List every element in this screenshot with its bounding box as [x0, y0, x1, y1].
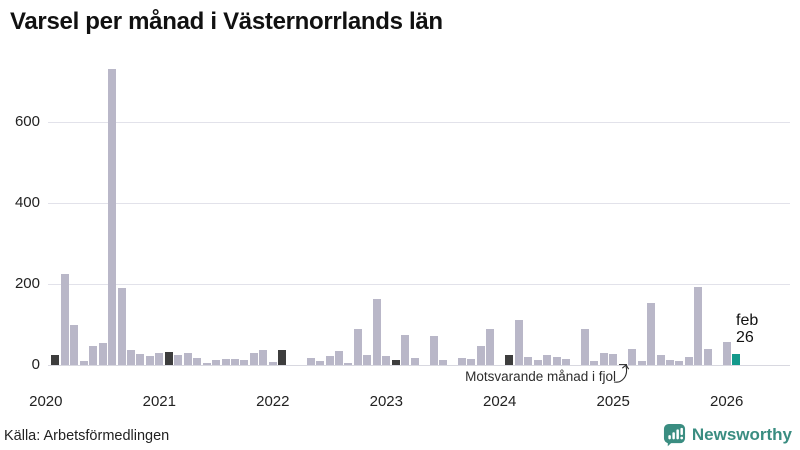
bar-2021-03	[174, 354, 183, 365]
bar-2024-06	[543, 355, 551, 365]
x-tick-label-2022: 2022	[256, 393, 290, 410]
bar-2020-02	[51, 354, 60, 365]
bar-2021-07	[212, 360, 220, 365]
bar-2023-02	[391, 359, 400, 365]
bar-2024-08	[561, 358, 570, 365]
bar-2026-02	[732, 353, 741, 365]
y-tick-label-200: 200	[14, 275, 40, 292]
x-tick-label-2026: 2026	[710, 393, 744, 410]
bar-2022-10	[353, 329, 362, 365]
x-tick-label-2025: 2025	[596, 393, 630, 410]
bar-2022-11	[363, 355, 372, 365]
bar-2023-06	[429, 336, 438, 365]
gridline-600	[48, 122, 790, 123]
bar-2021-12	[259, 350, 268, 365]
bar-2020-11	[136, 353, 145, 365]
x-tick-label-2024: 2024	[483, 393, 517, 410]
y-tick-label-0: 0	[31, 356, 40, 373]
bar-2023-11	[476, 345, 485, 365]
bar-2024-10	[580, 329, 589, 365]
bar-2026-01	[722, 341, 731, 365]
bar-2025-01	[609, 354, 618, 365]
bar-2023-03	[401, 334, 410, 365]
bar-2023-04	[410, 357, 419, 365]
bar-2024-03	[514, 319, 523, 365]
bar-2020-12	[145, 355, 154, 365]
bar-2021-08	[221, 358, 230, 365]
bar-2025-07	[666, 360, 674, 365]
bar-2020-04	[70, 324, 79, 365]
bar-2021-05	[193, 357, 202, 365]
bar-2025-08	[675, 360, 684, 365]
x-tick-label-2021: 2021	[142, 393, 176, 410]
bar-2023-10	[467, 359, 476, 365]
gridline-400	[48, 203, 790, 204]
bar-2021-02	[164, 351, 173, 365]
bar-2021-06	[202, 363, 211, 365]
bar-2024-07	[552, 356, 561, 365]
bar-2023-09	[457, 357, 466, 365]
bar-2025-09	[684, 356, 693, 365]
bar-2020-06	[89, 346, 98, 365]
gridline-200	[48, 284, 790, 285]
bar-2025-06	[656, 355, 665, 365]
highlight-label-month: feb	[736, 312, 759, 329]
y-tick-label-400: 400	[14, 194, 40, 211]
gridline-0	[48, 365, 790, 366]
bar-2023-07	[439, 360, 447, 365]
bar-2025-04	[637, 360, 646, 365]
bar-2021-01	[155, 352, 164, 366]
bar-2022-12	[372, 299, 381, 365]
highlight-label-year: 26	[736, 329, 754, 346]
bar-2022-02	[278, 349, 287, 365]
bar-2020-10	[126, 349, 135, 365]
newsworthy-logo: Newsworthy	[663, 423, 792, 447]
bar-2024-04	[524, 356, 533, 365]
x-tick-label-2020: 2020	[29, 393, 63, 410]
bar-2025-03	[628, 348, 637, 365]
bar-2022-01	[268, 362, 277, 365]
bar-2020-05	[79, 360, 88, 365]
bar-2021-04	[183, 352, 192, 366]
bar-2025-05	[647, 303, 655, 365]
bar-2020-09	[117, 288, 126, 366]
bar-2024-11	[590, 360, 599, 365]
x-tick-label-2023: 2023	[369, 393, 403, 410]
highlight-label: feb 26	[736, 312, 758, 346]
bar-2020-07	[98, 342, 107, 365]
y-tick-label-600: 600	[14, 113, 40, 130]
bar-2023-01	[382, 355, 391, 365]
bar-2021-11	[249, 352, 258, 366]
annotation-prev-year: Motsvarande månad i fjol	[465, 369, 616, 384]
bar-2025-10	[694, 286, 703, 365]
bar-2021-09	[230, 359, 239, 365]
bar-2025-11	[703, 348, 712, 365]
newsworthy-wordmark: Newsworthy	[691, 425, 792, 444]
bar-2022-09	[344, 363, 353, 365]
bar-2024-12	[599, 352, 608, 366]
bar-2022-07	[325, 355, 334, 365]
chart-title: Varsel per månad i Västernorrlands län	[10, 8, 443, 35]
bar-2022-08	[335, 350, 343, 365]
bar-2024-02	[505, 355, 514, 365]
bar-2025-02	[618, 363, 627, 365]
bar-2022-06	[316, 360, 325, 365]
bar-2021-10	[240, 359, 249, 365]
bar-2023-12	[486, 328, 495, 366]
bar-2022-05	[306, 357, 315, 365]
bar-2020-03	[60, 273, 69, 365]
source-label: Källa: Arbetsförmedlingen	[4, 428, 170, 444]
bar-2024-05	[533, 360, 542, 365]
bar-2020-08	[108, 69, 116, 365]
newsworthy-icon	[663, 423, 685, 447]
